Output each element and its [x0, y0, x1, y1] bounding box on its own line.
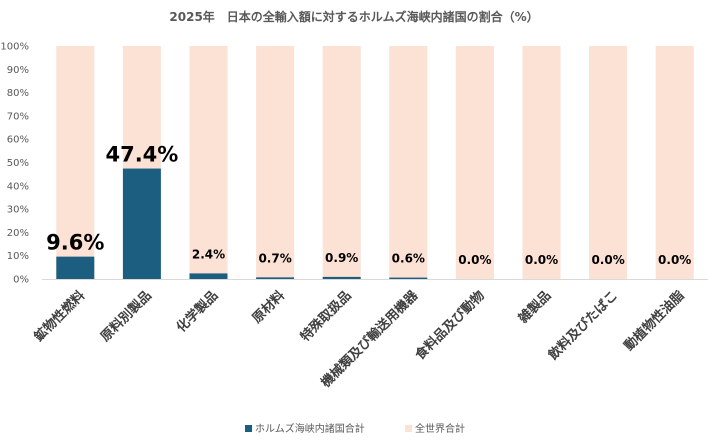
y-tick-label: 80% — [7, 88, 29, 99]
x-tick-label: 特殊取扱品 — [297, 288, 354, 345]
bar-total — [389, 46, 428, 279]
legend-item: 全世界合計 — [405, 422, 465, 435]
bar-total — [455, 46, 494, 279]
y-tick-label: 40% — [7, 181, 29, 192]
y-tick-label: 50% — [7, 158, 29, 169]
bar-total — [256, 46, 295, 279]
legend-label: 全世界合計 — [415, 422, 465, 435]
data-label: 0.9% — [325, 251, 358, 265]
y-tick-label: 60% — [7, 135, 29, 146]
data-label: 9.6% — [46, 231, 104, 255]
bar-hormuz — [56, 256, 95, 279]
data-label: 0.0% — [525, 253, 558, 267]
x-tick-label: 雑製品 — [515, 288, 555, 328]
legend: ホルムズ海峡内諸国合計 全世界合計 — [245, 422, 465, 435]
x-tick-label: 化学製品 — [173, 288, 221, 336]
legend-swatch — [405, 425, 412, 432]
x-tick-label: 原材料 — [249, 288, 288, 327]
x-tick-label: 動植物性油脂 — [621, 288, 687, 354]
y-tick-label: 10% — [7, 251, 29, 262]
plot-area: 0% 10% 20% 30% 40% 50% 60% 70% 80% 90% 100% 9.6% 鉱物性… — [0, 42, 708, 391]
y-tick-label: 100% — [0, 42, 29, 53]
data-label: 0.0% — [458, 253, 491, 267]
data-label: 0.7% — [258, 251, 291, 265]
y-tick-label: 20% — [7, 228, 29, 239]
data-label: 0.0% — [658, 253, 691, 267]
bar-total — [322, 46, 361, 279]
data-label: 0.6% — [392, 252, 425, 266]
bar-total — [56, 46, 95, 279]
bar-total — [655, 46, 694, 279]
x-tick-label: 飲料及びたばこ — [545, 288, 621, 364]
bar-hormuz — [322, 276, 361, 279]
bar-hormuz — [256, 277, 295, 279]
y-tick-label: 90% — [7, 65, 29, 76]
y-tick-label: 0% — [13, 275, 29, 286]
y-tick-label: 70% — [7, 111, 29, 122]
bar-hormuz — [389, 277, 428, 279]
bar-hormuz — [122, 168, 161, 279]
data-label: 0.0% — [591, 253, 624, 267]
data-label: 47.4% — [105, 143, 178, 167]
x-tick-label: 鉱物性燃料 — [31, 288, 88, 345]
bar-total — [522, 46, 561, 279]
bar-total — [589, 46, 628, 279]
data-label: 2.4% — [192, 247, 225, 261]
legend-label: ホルムズ海峡内諸国合計 — [255, 422, 365, 435]
legend-swatch — [245, 425, 252, 432]
y-tick-label: 30% — [7, 205, 29, 216]
bar-hormuz — [189, 273, 228, 279]
chart-title: 2025年 日本の全輸入額に対するホルムズ海峡内諸国の割合（%） — [169, 9, 538, 24]
legend-item: ホルムズ海峡内諸国合計 — [245, 422, 365, 435]
x-tick-label: 原料別製品 — [97, 288, 154, 345]
x-tick-label: 食料品及び動物 — [412, 288, 488, 364]
bar-total — [189, 46, 228, 279]
